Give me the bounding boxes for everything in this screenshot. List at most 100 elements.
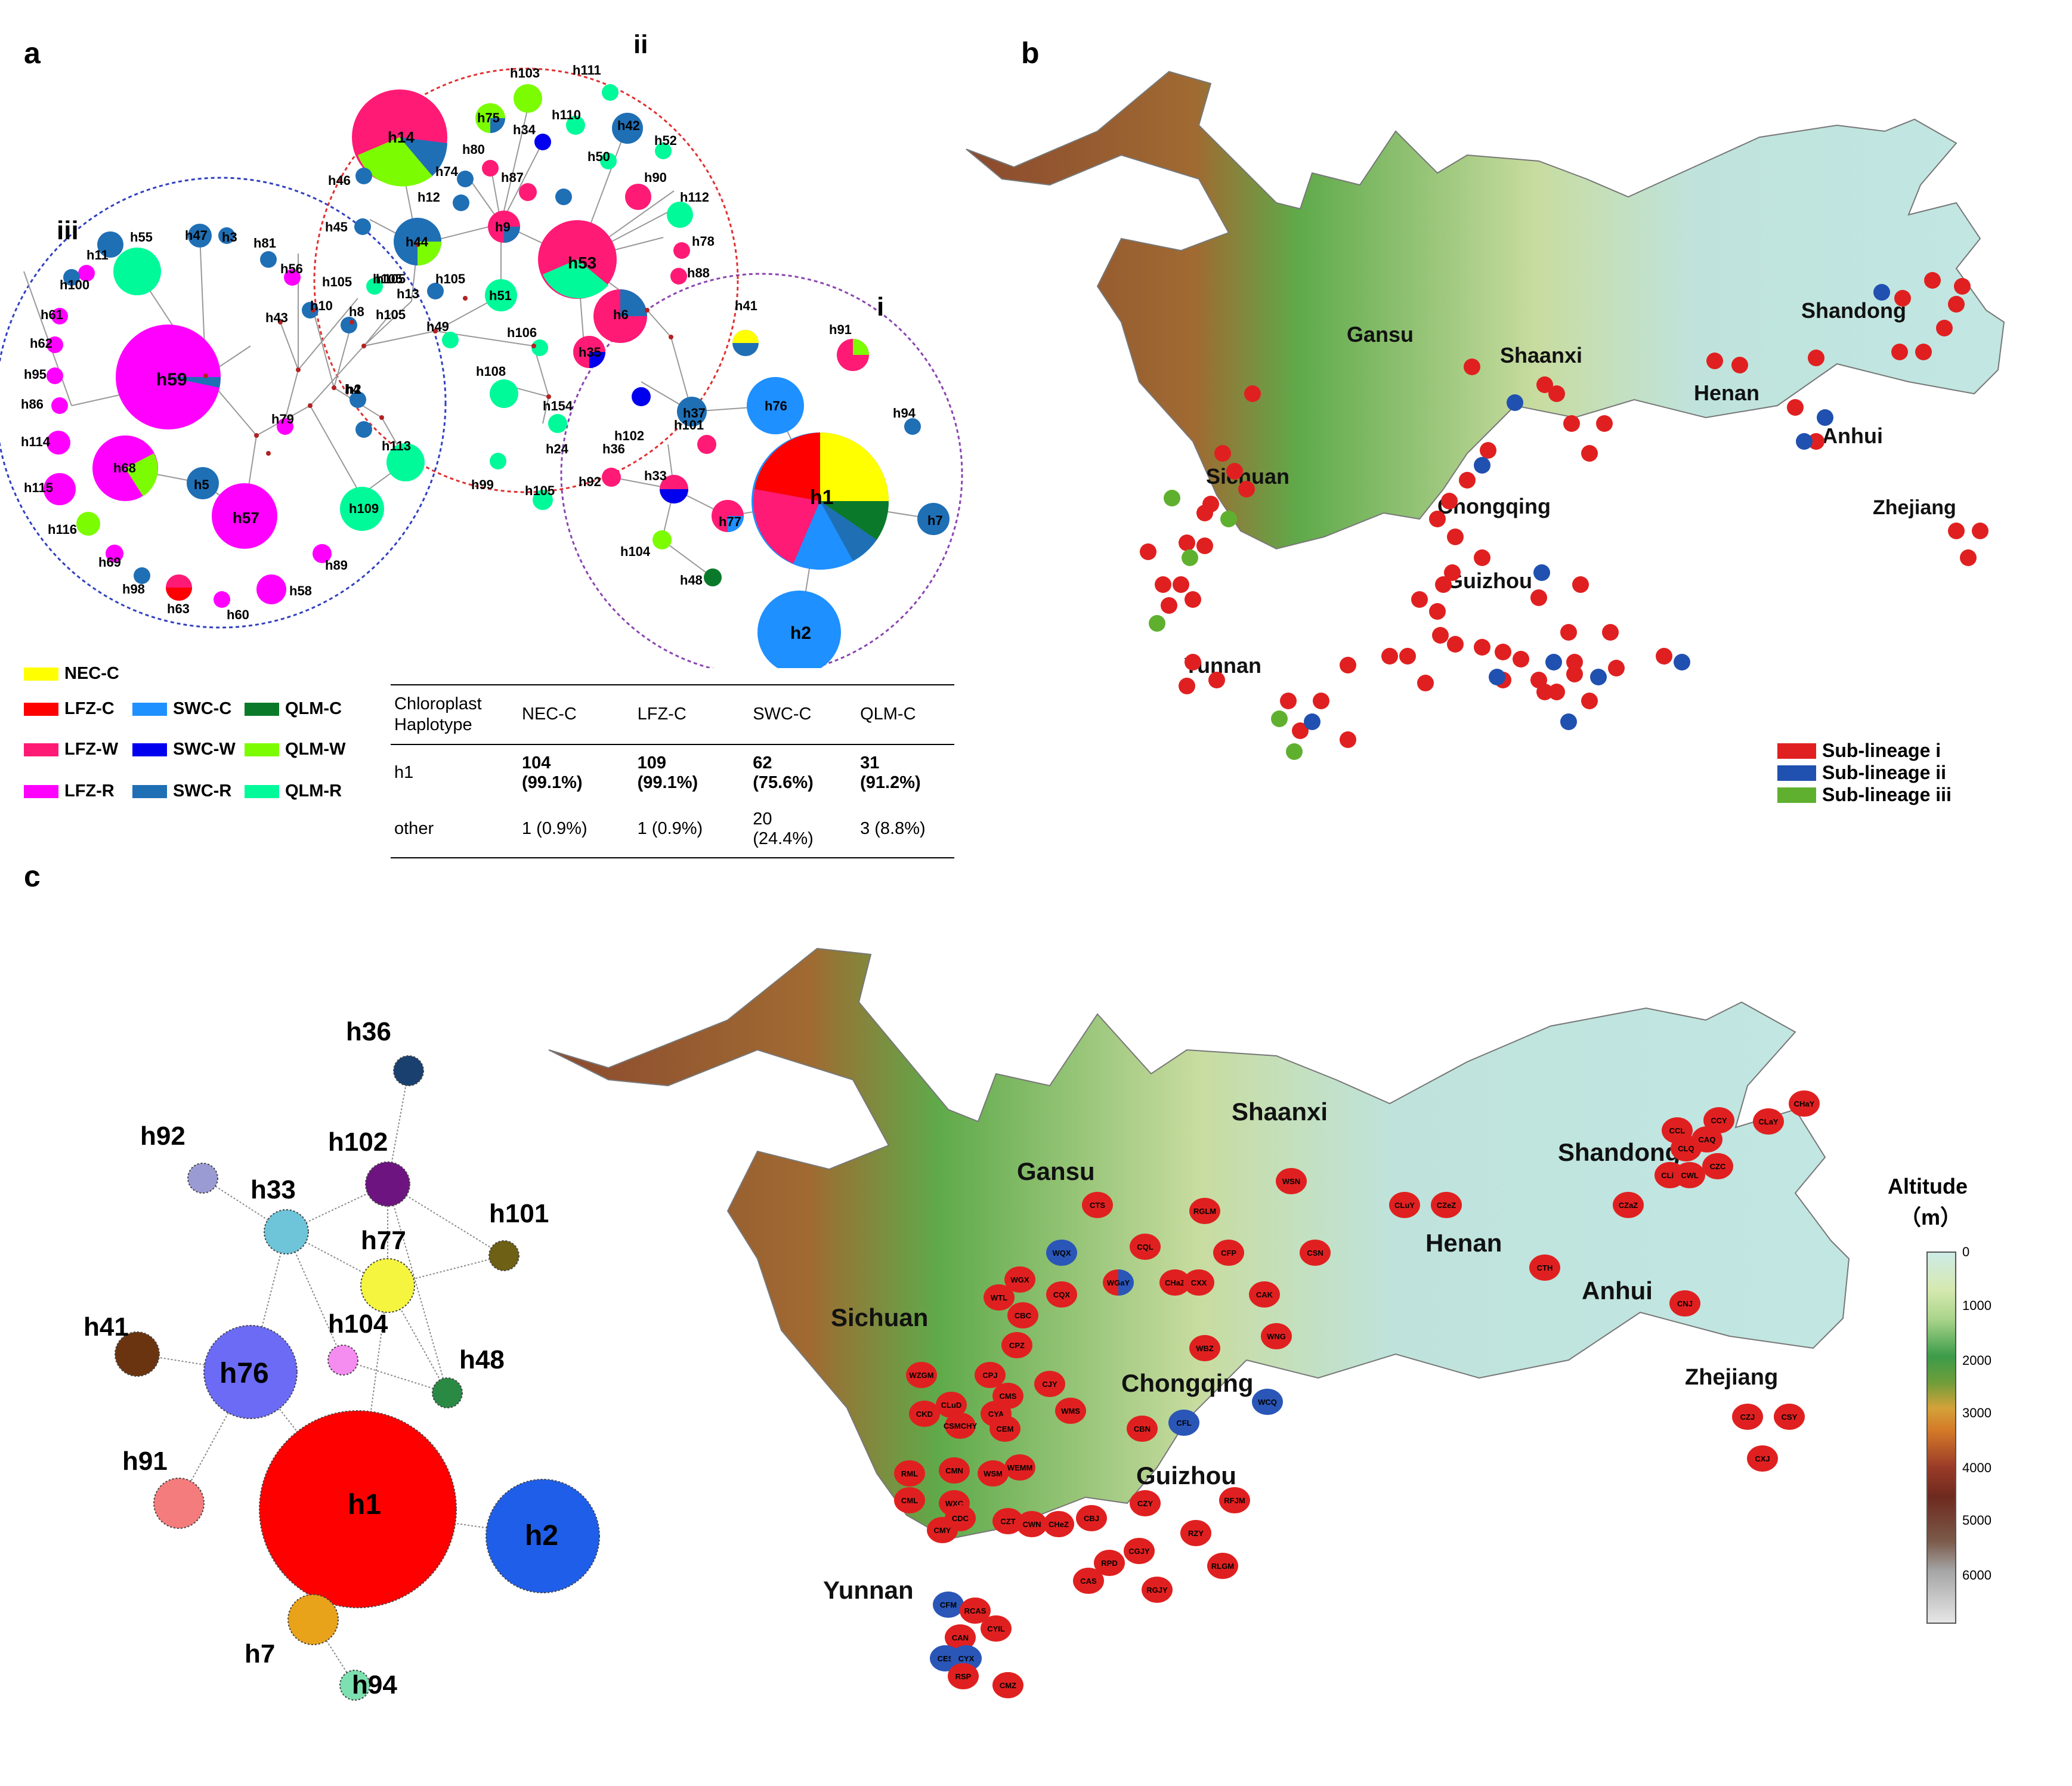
hap-label: h41 xyxy=(735,298,757,313)
hap-label: h53 xyxy=(568,254,597,272)
table-cell: 20 (24.4%) xyxy=(753,809,814,848)
hap-label: h37 xyxy=(683,406,706,421)
legend-item-sublineage-i: Sub-lineage i xyxy=(1777,740,1941,762)
site-marker: CBN xyxy=(1127,1416,1158,1442)
hap-label: h79 xyxy=(271,412,294,427)
altitude-ticks: 0 1000 2000 3000 4000 5000 6000 xyxy=(1962,1244,2010,1621)
node-h92 xyxy=(187,1163,218,1194)
table-cell: other xyxy=(394,819,434,839)
altitude-title: Altitude xyxy=(1888,1174,1968,1198)
site-marker: WCQ xyxy=(1252,1389,1283,1415)
hap-label: h47 xyxy=(185,228,208,243)
group-circle-i xyxy=(560,273,963,668)
node-label: h77 xyxy=(361,1226,406,1255)
group-label-i: i xyxy=(877,292,885,322)
node-label: h101 xyxy=(489,1199,549,1228)
province-label: Shandong xyxy=(1801,298,1906,323)
panel-letter-c: c xyxy=(24,860,41,893)
province-label: Guizhou xyxy=(1136,1461,1236,1490)
hap-label: h103 xyxy=(510,66,540,81)
swatch xyxy=(24,667,58,681)
altitude-tick: 5000 xyxy=(1962,1513,1991,1528)
site-marker: CSN xyxy=(1300,1240,1331,1266)
site-marker: CZY xyxy=(1130,1490,1161,1516)
province-label: Sichuan xyxy=(831,1303,929,1331)
node-h1 xyxy=(259,1410,457,1608)
hap-label: h12 xyxy=(418,190,440,205)
altitude-tick: 1000 xyxy=(1962,1298,1991,1313)
hap-label: h2 xyxy=(790,623,812,643)
province-label: Anhui xyxy=(1822,424,1883,448)
node-h77 xyxy=(360,1258,415,1313)
hap-label: h109 xyxy=(349,501,379,516)
hap-label: h36 xyxy=(602,441,625,456)
swatch xyxy=(245,702,279,716)
legend-label: NEC-C xyxy=(64,664,119,683)
hap-label: h1 xyxy=(810,486,834,509)
site-marker: WMS xyxy=(1055,1398,1086,1424)
hap-label: h58 xyxy=(289,583,312,598)
hap-label: h115 xyxy=(24,480,53,495)
node-h36 xyxy=(393,1055,424,1086)
site-marker: WGX xyxy=(1004,1266,1035,1293)
province-label: Shaanxi xyxy=(1500,343,1583,367)
legend-item-sublineage-ii: Sub-lineage ii xyxy=(1777,762,1946,784)
altitude-tick: 2000 xyxy=(1962,1353,1991,1368)
group-label-ii: ii xyxy=(633,30,648,59)
node-label: h102 xyxy=(328,1127,388,1157)
hap-label: h46 xyxy=(328,173,351,188)
site-marker: CAS xyxy=(1073,1568,1104,1594)
site-marker: CYIL xyxy=(981,1615,1012,1642)
site-marker: RLGM xyxy=(1207,1553,1238,1579)
province-label: Yunnan xyxy=(823,1576,914,1604)
site-marker: CHeZ xyxy=(1043,1511,1074,1537)
site-marker: CBC xyxy=(1007,1302,1038,1328)
hap-label: h106 xyxy=(507,325,537,340)
site-marker: CPZ xyxy=(1001,1332,1032,1358)
node-h94 xyxy=(339,1670,370,1701)
hap-label: h89 xyxy=(325,558,348,573)
node-label: h36 xyxy=(346,1017,391,1046)
map-c-terrain xyxy=(548,947,1850,1540)
province-label: Shaanxi xyxy=(1232,1098,1328,1126)
site-marker: WSN xyxy=(1276,1168,1307,1194)
node-h33 xyxy=(264,1209,309,1254)
legend-item-qlm-w: QLM-W xyxy=(245,740,345,759)
node-h76 xyxy=(203,1325,298,1419)
legend-label: LFZ-C xyxy=(64,699,115,718)
table-header-row: Chloroplast Haplotype NEC-C LFZ-C SWC-C … xyxy=(391,685,954,744)
map-b-terrain xyxy=(966,70,2005,550)
hap-label: h4 xyxy=(345,382,360,397)
node-h7 xyxy=(287,1594,339,1645)
site-marker: CML xyxy=(894,1487,925,1513)
hap-label: h78 xyxy=(692,234,715,249)
site-marker: CQL xyxy=(1130,1234,1161,1260)
table-row: other 1 (0.9%) 1 (0.9%) 20 (24.4%) 3 (8.… xyxy=(391,801,954,858)
site-marker: CJY xyxy=(1034,1371,1065,1397)
table-cell: 62 (75.6%) xyxy=(753,753,814,792)
site-marker: RML xyxy=(894,1460,925,1487)
site-marker: CTH xyxy=(1529,1254,1560,1281)
table-cell: 104 (99.1%) xyxy=(522,753,583,792)
site-marker: CAK xyxy=(1249,1281,1280,1308)
site-marker: WQX xyxy=(1046,1240,1077,1266)
hap-label: h91 xyxy=(829,322,852,337)
node-label: h104 xyxy=(328,1309,388,1339)
site-marker: WZGM xyxy=(906,1362,937,1388)
legend-item-nec-c: NEC-C xyxy=(24,664,119,684)
province-label: Henan xyxy=(1694,381,1760,405)
swatch xyxy=(245,743,279,756)
map-b-sites xyxy=(1140,272,1988,760)
site-marker: CFP xyxy=(1213,1240,1244,1266)
swatch xyxy=(132,702,167,716)
hap-label: h154 xyxy=(543,398,573,413)
hap-label: h114 xyxy=(21,434,50,449)
node-label: h92 xyxy=(140,1121,185,1151)
hap-label: h43 xyxy=(265,310,288,325)
site-marker: CFM xyxy=(933,1592,964,1618)
legend-item-sublineage-iii: Sub-lineage iii xyxy=(1777,784,1952,806)
hap-label: h34 xyxy=(513,122,536,137)
site-marker: RSP xyxy=(948,1663,979,1689)
site-marker: CZeZ xyxy=(1431,1192,1462,1218)
panel-letter-a: a xyxy=(24,36,41,70)
